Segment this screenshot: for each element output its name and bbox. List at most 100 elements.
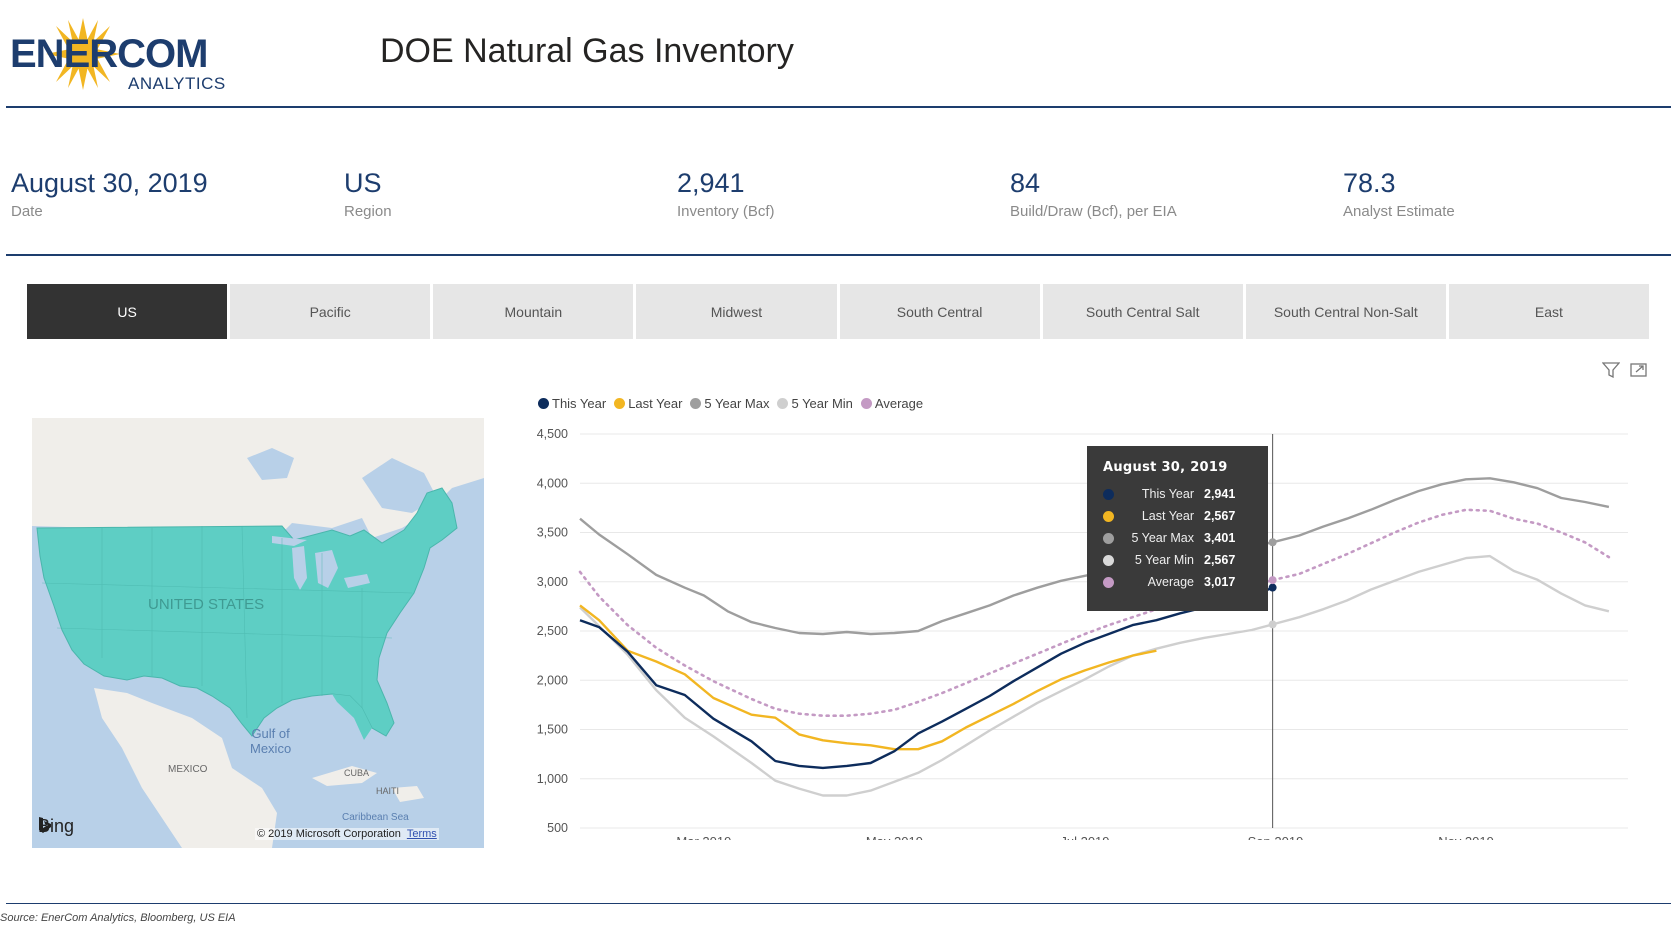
tooltip-series-value: 3,017 <box>1204 575 1236 589</box>
tooltip-dot <box>1103 510 1114 522</box>
footer-divider <box>6 903 1671 904</box>
bing-icon <box>39 817 51 833</box>
x-tick-label: Mar 2019 <box>676 834 731 840</box>
terms-link[interactable]: Terms <box>406 828 437 840</box>
tooltip-series-value: 2,567 <box>1204 509 1236 523</box>
tooltip-series-value: 3,401 <box>1204 531 1236 545</box>
y-tick-label: 2,500 <box>537 624 568 638</box>
series-line-5-year-min <box>579 554 1610 797</box>
legend-item-5-year-max[interactable]: 5 Year Max <box>690 396 769 411</box>
kpi-region: US Region <box>344 168 664 220</box>
tooltip-row: 5 Year Min 2,567 <box>1103 549 1252 571</box>
us-map[interactable]: UNITED STATES Gulf of Mexico MEXICO CUBA… <box>32 418 484 848</box>
kpi-date: August 30, 2019 Date <box>11 168 331 220</box>
kpi-value: August 30, 2019 <box>11 168 208 198</box>
enercom-logo: ENERCOM ANALYTICS <box>10 14 250 100</box>
tooltip-series-name: 5 Year Max <box>1131 531 1194 545</box>
attribution-text: © 2019 Microsoft Corporation <box>257 828 401 840</box>
hover-point-5-year-max <box>1268 538 1277 547</box>
map-label-cuba: CUBA <box>344 768 370 778</box>
legend-label: 5 Year Max <box>704 396 770 411</box>
legend-item-last-year[interactable]: Last Year <box>614 396 682 411</box>
region-tabs: US Pacific Mountain Midwest South Centra… <box>27 284 1649 339</box>
kpi-label: Inventory (Bcf) <box>677 203 775 220</box>
filter-icon[interactable] <box>1602 362 1620 378</box>
legend-item-5-year-min[interactable]: 5 Year Min <box>777 396 853 411</box>
kpi-value: 2,941 <box>677 168 745 198</box>
tooltip-row: Last Year 2,567 <box>1103 505 1252 527</box>
series-line-last-year <box>579 604 1157 751</box>
kpi-label: Analyst Estimate <box>1343 203 1455 220</box>
y-tick-label: 3,000 <box>537 575 568 589</box>
logo-wordmark: ENERCOM <box>10 32 208 76</box>
tab-south-central-non-salt[interactable]: South Central Non-Salt <box>1245 284 1446 339</box>
tooltip-dot <box>1103 532 1114 544</box>
tab-east[interactable]: East <box>1448 284 1649 339</box>
tab-mountain[interactable]: Mountain <box>433 284 634 339</box>
kpi-value: US <box>344 168 382 198</box>
hover-point-average <box>1268 576 1277 585</box>
inventory-line-chart[interactable]: 4,500 4,000 3,500 3,000 2,500 2,000 1,500 1,000… <box>530 420 1650 840</box>
tab-south-central-salt[interactable]: South Central Salt <box>1042 284 1243 339</box>
tab-us[interactable]: US <box>27 284 228 339</box>
tooltip-row: 5 Year Max 3,401 <box>1103 527 1252 549</box>
legend-dot <box>614 398 626 409</box>
kpi-value: 84 <box>1010 168 1041 198</box>
y-tick-label: 1,500 <box>537 723 568 737</box>
x-tick-label: Jul 2019 <box>1060 834 1109 840</box>
legend-label: Last Year <box>628 396 683 411</box>
tooltip-dot <box>1103 576 1114 588</box>
focus-mode-icon[interactable] <box>1630 362 1647 378</box>
legend-dot <box>777 398 789 409</box>
y-tick-label: 500 <box>547 821 568 835</box>
kpi-analyst-estimate: 78.3 Analyst Estimate <box>1343 168 1663 220</box>
legend-dot <box>860 398 872 409</box>
bing-label: Bing <box>38 816 75 836</box>
y-tick-label: 2,000 <box>537 673 568 687</box>
legend-item-this-year[interactable]: This Year <box>538 396 606 411</box>
kpi-label: Build/Draw (Bcf), per EIA <box>1010 203 1177 220</box>
tooltip-series-name: Average <box>1147 575 1194 589</box>
logo-subtitle: ANALYTICS <box>128 74 226 93</box>
tooltip-row: Average 3,017 <box>1103 571 1252 593</box>
header-divider <box>6 106 1671 108</box>
series-line-average <box>578 508 1611 718</box>
kpi-inventory: 2,941 Inventory (Bcf) <box>677 168 997 220</box>
map-label-haiti: HAITI <box>376 786 400 796</box>
legend-label: 5 Year Min <box>791 396 853 411</box>
kpi-divider <box>6 254 1671 256</box>
x-tick-label: Sep 2019 <box>1248 834 1304 840</box>
visual-header-icons <box>1602 362 1647 378</box>
map-attribution: © 2019 Microsoft Corporation Terms <box>255 828 439 840</box>
y-tick-label: 4,500 <box>537 427 568 441</box>
tooltip-dot <box>1103 488 1114 500</box>
map-canvas <box>32 418 484 848</box>
legend-dot <box>690 398 702 409</box>
hover-point-this-year <box>1268 583 1277 592</box>
kpi-label: Region <box>344 203 392 220</box>
tooltip-series-name: Last Year <box>1141 509 1194 523</box>
x-tick-label: Nov 2019 <box>1438 834 1494 840</box>
hover-point-5-year-min <box>1268 620 1277 629</box>
tooltip-series-value: 2,941 <box>1204 487 1236 501</box>
y-tick-label: 4,000 <box>537 476 568 490</box>
tab-pacific[interactable]: Pacific <box>230 284 431 339</box>
kpi-value: 78.3 <box>1343 168 1396 198</box>
tooltip-dot <box>1103 554 1114 566</box>
tab-south-central[interactable]: South Central <box>839 284 1040 339</box>
y-tick-label: 1,000 <box>537 772 568 786</box>
legend-label: This Year <box>552 396 607 411</box>
bing-logo: Bing <box>38 816 74 837</box>
map-label-gulf: Gulf of Mexico <box>250 726 292 756</box>
tab-midwest[interactable]: Midwest <box>636 284 837 339</box>
tooltip-row: This Year 2,941 <box>1103 483 1252 505</box>
map-label-caribbean: Caribbean Sea <box>342 812 409 823</box>
chart-legend: This Year Last Year 5 Year Max 5 Year Mi… <box>538 396 923 411</box>
legend-item-average[interactable]: Average <box>860 396 923 411</box>
map-label-country: UNITED STATES <box>148 596 265 613</box>
chart-tooltip: August 30, 2019 This Year 2,941 Last Year… <box>1087 446 1268 611</box>
kpi-label: Date <box>11 203 43 220</box>
tooltip-series-name: 5 Year Min <box>1134 553 1194 567</box>
kpi-build-draw: 84 Build/Draw (Bcf), per EIA <box>1010 168 1330 220</box>
x-tick-label: May 2019 <box>866 834 923 840</box>
